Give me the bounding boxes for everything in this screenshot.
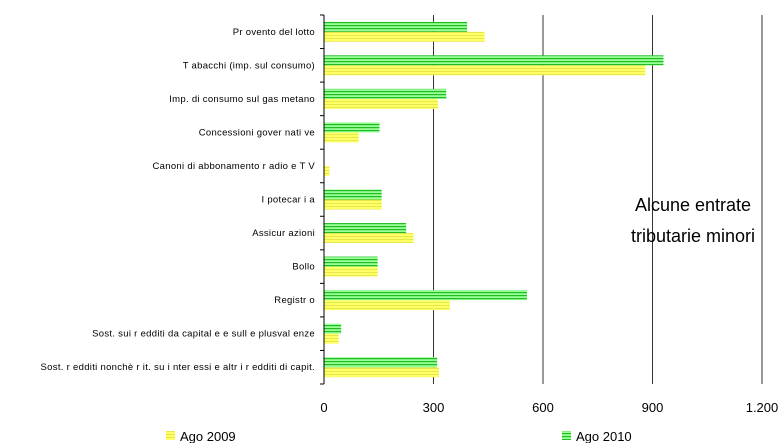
bar-ago-2009-7 xyxy=(324,266,378,277)
x-tick-label-2: 600 xyxy=(532,400,554,415)
bar-ago-2010-8 xyxy=(324,290,527,301)
bar-ago-2009-6 xyxy=(324,233,414,244)
bar-ago-2009-0 xyxy=(324,31,485,42)
annotation-line-1: tributarie minori xyxy=(631,226,755,246)
legend-label-0: Ago 2009 xyxy=(180,429,236,443)
bars xyxy=(324,21,664,378)
legend: Ago 2009 Ago 2010 xyxy=(166,429,632,443)
x-tick-label-1: 300 xyxy=(423,400,445,415)
category-label-5: I potecar i a xyxy=(261,195,315,206)
category-label-1: T abacchi (imp. sul consumo) xyxy=(183,60,315,71)
category-label-7: Bollo xyxy=(292,262,315,273)
x-tick-label-3: 900 xyxy=(642,400,664,415)
x-tick-label-0: 0 xyxy=(320,400,327,415)
bar-ago-2010-9 xyxy=(324,323,342,334)
category-label-3: Concessioni gover nati ve xyxy=(199,127,315,138)
bar-ago-2009-4 xyxy=(324,165,330,176)
x-tick-labels: 0 300 600 900 1.200 xyxy=(320,400,778,415)
bar-ago-2010-6 xyxy=(324,223,407,234)
category-label-0: Pr ovento del lotto xyxy=(233,27,315,38)
bar-ago-2010-2 xyxy=(324,88,447,99)
bar-ago-2009-10 xyxy=(324,367,439,378)
category-label-6: Assicur azioni xyxy=(252,228,315,239)
legend-label-1: Ago 2010 xyxy=(576,429,632,443)
bar-ago-2009-2 xyxy=(324,98,438,109)
bar-ago-2010-10 xyxy=(324,357,438,368)
bar-ago-2010-1 xyxy=(324,55,664,66)
gridlines xyxy=(433,15,763,384)
bar-ago-2010-3 xyxy=(324,122,380,133)
bar-ago-2010-5 xyxy=(324,189,382,200)
legend-swatch-0 xyxy=(166,431,175,440)
annotation: Alcune entrate tributarie minori xyxy=(631,195,755,246)
bar-ago-2010-0 xyxy=(324,21,468,32)
category-label-8: Registr o xyxy=(274,295,315,306)
bar-ago-2010-7 xyxy=(324,256,378,267)
x-tick-label-4: 1.200 xyxy=(746,400,779,415)
legend-swatch-1 xyxy=(562,431,571,440)
bar-ago-2009-9 xyxy=(324,333,339,344)
category-label-10: Sost. r edditi nonchè r it. su i nter es… xyxy=(41,362,315,373)
annotation-line-0: Alcune entrate xyxy=(635,195,751,215)
category-label-2: Imp. di consumo sul gas metano xyxy=(169,94,315,105)
bar-ago-2009-1 xyxy=(324,65,646,76)
category-label-9: Sost. sui r edditi da capital e e sull e… xyxy=(92,329,315,340)
bar-ago-2009-8 xyxy=(324,300,450,311)
bar-ago-2009-5 xyxy=(324,199,382,210)
axes xyxy=(320,14,325,385)
bar-ago-2009-3 xyxy=(324,132,359,143)
category-labels: Pr ovento del lotto T abacchi (imp. sul c… xyxy=(41,27,316,373)
category-label-4: Canoni di abbonamento r adio e T V xyxy=(153,161,316,172)
